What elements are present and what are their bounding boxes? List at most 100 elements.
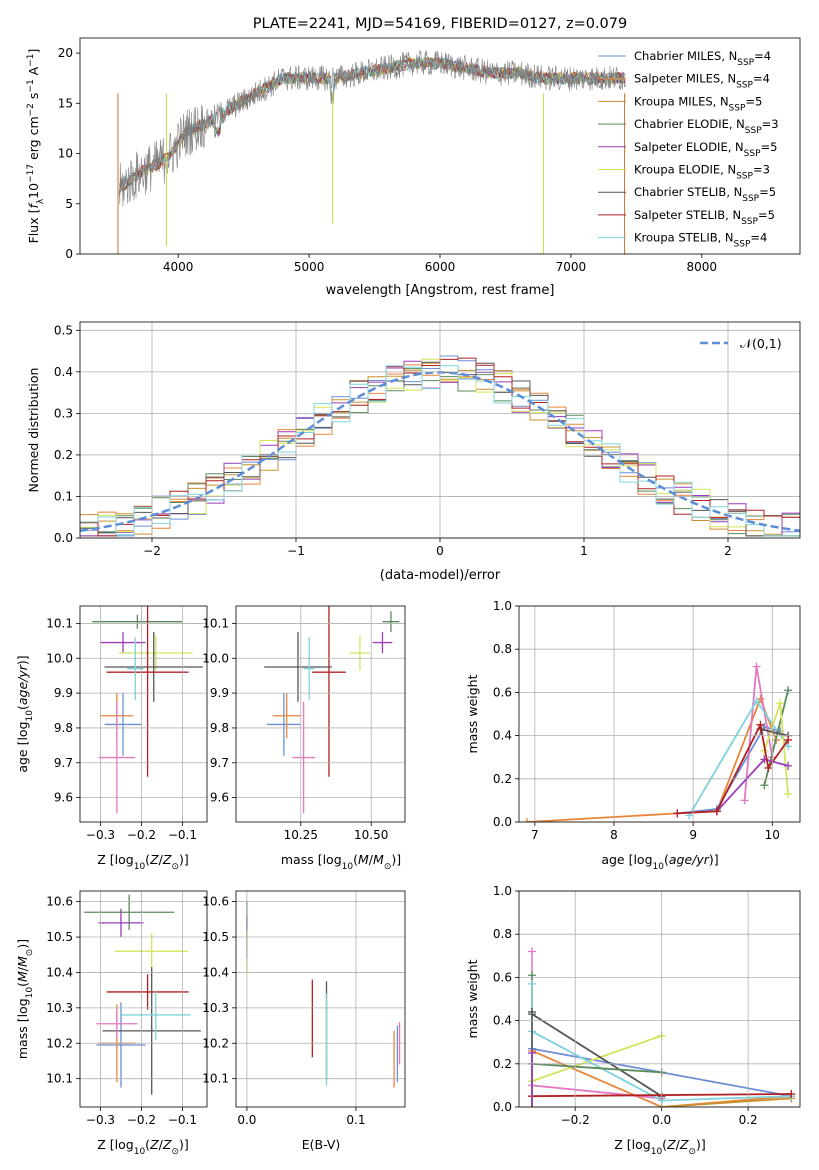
x-tick-label: −2 xyxy=(143,544,161,558)
y-axis-label: mass [log10(M/M⊙)] xyxy=(15,939,35,1059)
x-tick-label: −0.3 xyxy=(86,1113,115,1127)
axes-frame xyxy=(79,890,208,1108)
x-axis-label: E(B-V) xyxy=(302,1137,341,1152)
weight-marker xyxy=(527,1007,536,1016)
y-tick-label: 9.9 xyxy=(54,686,73,700)
y-tick-label: 10.5 xyxy=(202,930,229,944)
weight-marker xyxy=(740,796,749,805)
y-tick-label: 0.2 xyxy=(493,772,512,786)
axes-frame xyxy=(235,890,406,1108)
weight-marker xyxy=(776,699,785,708)
axes-spectrum: 4000 5000 6000 7000 8000 0 5 10 15 20 Chabrier MIL… xyxy=(26,37,801,298)
y-tick-label: 0.4 xyxy=(493,1014,512,1028)
y-axis-label: mass weight xyxy=(465,959,480,1038)
y-tick-label: 5 xyxy=(65,197,73,211)
x-tick-label: 2 xyxy=(724,544,732,558)
y-tick-label: 10.1 xyxy=(46,1072,73,1086)
y-tick-label: 0.0 xyxy=(493,815,512,829)
weight-marker xyxy=(787,1090,796,1099)
weight-marker xyxy=(784,735,793,744)
axes-frame xyxy=(518,605,801,823)
weight-series-line xyxy=(677,725,781,815)
y-tick-label: 10.4 xyxy=(46,965,73,979)
plot-area xyxy=(264,606,400,814)
figure-title: PLATE=2241, MJD=54169, FIBERID=0127, z=0… xyxy=(253,16,627,32)
weight-series-line xyxy=(760,728,789,737)
axes-residuals: −2 −1 0 1 2 0.0 0.1 0.2 0.3 0.4 0.5 𝒩(0,1) (data-mod… xyxy=(26,321,801,583)
y-tick-label: 0.4 xyxy=(54,365,73,379)
x-tick-label: 7000 xyxy=(556,260,587,274)
axes-weight_vs_Z: −0.2 0.0 0.2 0.0 0.2 0.4 0.6 0.8 1.0 Z [log10(Z/Z… xyxy=(465,884,801,1157)
weight-marker xyxy=(756,720,765,729)
x-axis-label: wavelength [Angstrom, rest frame] xyxy=(326,283,555,298)
x-tick-label: −0.3 xyxy=(86,828,115,842)
x-tick-label: 10 xyxy=(765,828,780,842)
weight-marker xyxy=(527,947,536,956)
y-tick-label: 10.1 xyxy=(46,616,73,630)
y-tick-label: 0.0 xyxy=(493,1100,512,1114)
x-tick-label: 10.25 xyxy=(284,828,318,842)
y-tick-label: 9.9 xyxy=(210,686,229,700)
y-tick-label: 0.8 xyxy=(493,642,512,656)
legend-label: Chabrier ELODIE, NSSP=3 xyxy=(634,117,779,136)
weight-marker xyxy=(527,971,536,980)
y-tick-label: 1.0 xyxy=(493,599,512,613)
x-axis-label: Z [log10(Z/Z⊙)] xyxy=(97,1137,189,1157)
x-tick-label: −0.1 xyxy=(168,1113,197,1127)
weight-series-line xyxy=(531,1013,663,1097)
weight-marker xyxy=(673,809,682,818)
y-tick-label: 9.7 xyxy=(210,756,229,770)
x-axis-label: Z [log10(Z/Z⊙)] xyxy=(614,1137,706,1157)
y-tick-label: 10.1 xyxy=(202,1072,229,1086)
weight-marker xyxy=(784,761,793,770)
y-axis-label: Normed distribution xyxy=(26,368,41,493)
legend-label: Chabrier STELIB, NSSP=5 xyxy=(634,185,776,204)
y-tick-label: 10.5 xyxy=(46,930,73,944)
y-tick-label: 10.3 xyxy=(46,1001,73,1015)
observed-spectrum-line xyxy=(119,50,626,207)
y-tick-label: 10.4 xyxy=(202,965,229,979)
x-tick-label: −0.2 xyxy=(561,1113,590,1127)
legend-label: Salpeter STELIB, NSSP=5 xyxy=(634,208,775,227)
weight-marker xyxy=(522,818,531,822)
y-tick-label: 0.2 xyxy=(493,1057,512,1071)
x-tick-label: −0.2 xyxy=(127,828,156,842)
weight-series-line xyxy=(688,699,789,816)
weight-marker xyxy=(760,781,769,790)
axes-age_vs_mass: 10.25 10.50 9.6 9.7 9.8 9.9 10.0 10.1 mass [log1… xyxy=(202,605,406,872)
legend-label: 𝒩(0,1) xyxy=(740,336,782,351)
axes-age_vs_Z: −0.3 −0.2 −0.1 9.6 9.7 9.8 9.9 10.0 10.1 Z [log10… xyxy=(15,605,208,872)
axes-frame xyxy=(79,321,801,539)
weight-marker xyxy=(784,789,793,798)
legend-label: Chabrier MILES, NSSP=4 xyxy=(634,49,771,68)
legend-label: Kroupa STELIB, NSSP=4 xyxy=(634,231,767,250)
x-tick-label: 0 xyxy=(436,544,444,558)
x-tick-label: 10.50 xyxy=(354,828,388,842)
y-axis-label: age [log10(age/yr)] xyxy=(15,655,35,772)
weight-series-line xyxy=(526,696,778,822)
x-tick-label: 8000 xyxy=(687,260,718,274)
y-tick-label: 20 xyxy=(58,46,73,60)
weight-marker xyxy=(712,807,721,816)
x-axis-label: (data-model)/error xyxy=(380,568,501,583)
y-tick-label: 0 xyxy=(65,247,73,261)
y-tick-label: 10.2 xyxy=(46,1036,73,1050)
y-tick-label: 0.8 xyxy=(493,927,512,941)
plot-area xyxy=(246,901,401,1088)
plot-area xyxy=(117,50,626,254)
axes-mass_vs_EBV: 0.0 0.1 10.1 10.2 10.3 10.4 10.5 10.6 E(B-V) xyxy=(202,890,406,1152)
axes-weight_vs_age: 7 8 9 10 0.0 0.2 0.4 0.6 0.8 1.0 age [log10(age/yr… xyxy=(465,599,801,872)
weight-series-line xyxy=(743,666,774,801)
y-tick-label: 10.6 xyxy=(202,895,229,909)
y-tick-label: 9.7 xyxy=(54,756,73,770)
y-axis-label: mass weight xyxy=(465,674,480,753)
x-tick-label: 6000 xyxy=(425,260,456,274)
x-axis-label: mass [log10(M/M⊙)] xyxy=(281,852,401,872)
y-tick-label: 10.0 xyxy=(202,651,229,665)
y-axis-label: Flux [fλ10−17 erg cm−2 s−1 A−1] xyxy=(26,49,46,244)
y-tick-label: 9.8 xyxy=(54,721,73,735)
y-tick-label: 9.6 xyxy=(210,791,229,805)
x-tick-label: 7 xyxy=(531,828,539,842)
x-tick-label: 9 xyxy=(689,828,697,842)
